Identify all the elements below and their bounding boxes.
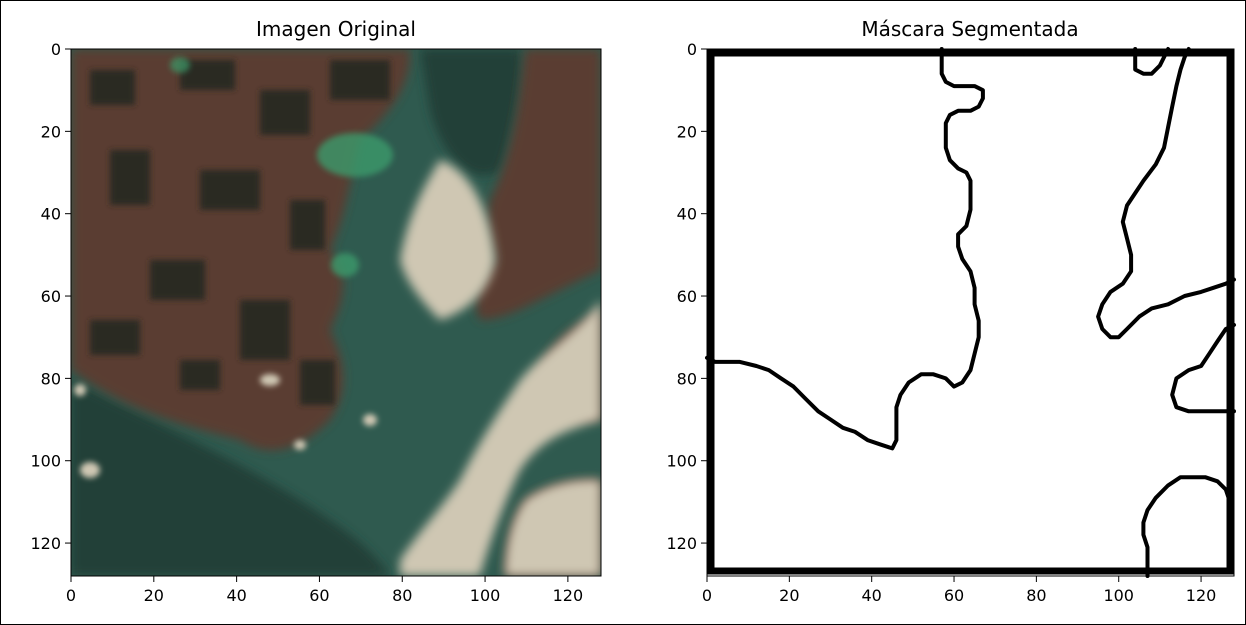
satellite-image <box>71 49 601 576</box>
panel-mask: Máscara Segmentada 0 20 40 60 80 100 120 0 20 40 6… <box>666 17 1236 605</box>
y-tick-label: 60 <box>677 287 697 306</box>
vegetation-patches <box>170 57 393 277</box>
x-tick-label: 120 <box>1186 586 1217 605</box>
y-tick-label: 120 <box>666 534 697 553</box>
y-tick-label: 120 <box>30 534 61 553</box>
x-tick-label: 80 <box>392 586 412 605</box>
x-tick-label: 100 <box>470 586 501 605</box>
x-tick-label: 100 <box>1103 586 1134 605</box>
y-tick-label: 20 <box>41 122 61 141</box>
x-tick-label: 40 <box>862 586 882 605</box>
axes-ticks-mask: 0 20 40 60 80 100 120 0 20 40 60 80 100 120 <box>666 40 1216 605</box>
panel-original: Imagen Original <box>30 17 602 605</box>
cloud-specks <box>74 374 377 478</box>
y-tick-label: 80 <box>41 369 61 388</box>
axes-ticks-original: 0 20 40 60 80 100 120 0 20 40 60 80 100 120 <box>30 40 583 605</box>
mask-boundary-line <box>1170 322 1236 414</box>
x-tick-label: 80 <box>1026 586 1046 605</box>
cloud-area <box>400 160 601 576</box>
x-tick-label: 120 <box>553 586 584 605</box>
y-tick-label: 0 <box>687 40 697 59</box>
panel-title-mask: Máscara Segmentada <box>861 17 1078 41</box>
y-tick-label: 0 <box>51 40 61 59</box>
y-tick-label: 60 <box>41 287 61 306</box>
water-depth <box>71 49 521 576</box>
y-tick-label: 40 <box>677 205 697 224</box>
y-tick-label: 40 <box>41 205 61 224</box>
axes-frame-original <box>70 48 602 577</box>
mask-boundary-line <box>1133 47 1171 76</box>
mask-border <box>707 49 1234 575</box>
y-tick-label: 80 <box>677 369 697 388</box>
land-patches <box>90 60 390 405</box>
x-tick-label: 20 <box>144 586 164 605</box>
x-tick-label: 0 <box>702 586 712 605</box>
axes-frame-mask <box>706 48 1235 577</box>
mask-boundary-line <box>705 47 985 451</box>
mask-contours <box>705 47 1236 578</box>
x-tick-label: 0 <box>66 586 76 605</box>
y-tick-label: 100 <box>666 452 697 471</box>
y-tick-label: 100 <box>30 452 61 471</box>
x-tick-label: 60 <box>944 586 964 605</box>
panel-title-original: Imagen Original <box>256 17 416 41</box>
mask-boundary-line <box>1096 47 1236 340</box>
x-tick-label: 60 <box>309 586 329 605</box>
y-tick-label: 20 <box>677 122 697 141</box>
x-tick-label: 20 <box>779 586 799 605</box>
x-tick-label: 40 <box>226 586 246 605</box>
mask-boundary-line <box>1141 475 1232 578</box>
